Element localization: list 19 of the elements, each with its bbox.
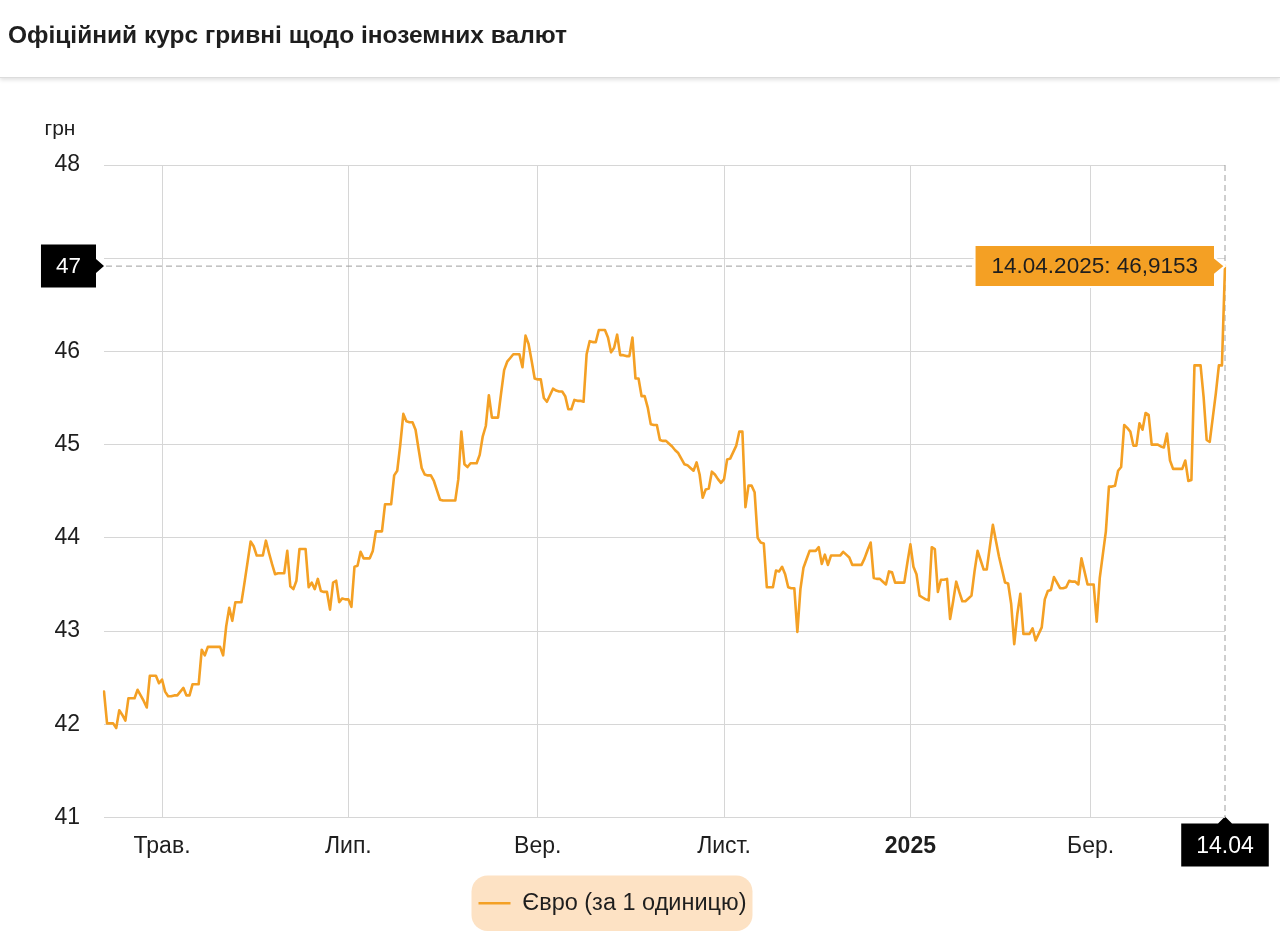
y-tick-label: 46 [54,336,80,363]
y-tick-label: 41 [54,802,80,829]
y-tick-label: 42 [54,709,80,736]
y-axis-title: грн [44,115,76,139]
annotation: 14.04.2025: 46,9153 [991,253,1198,279]
y-tick-label: 45 [54,429,80,456]
x-tick-label: Бер. [1067,831,1115,858]
x-tick-label: 2025 [884,831,937,858]
x-tick-label: Вер. [514,831,562,858]
legend-label: Євро (за 1 одиницю) [522,888,747,915]
x-tick-label: Лист. [697,831,751,858]
x-tick-label: 14.04 [1196,831,1254,858]
y-tick-label: 48 [54,150,80,177]
y-tick-label: 43 [54,616,80,643]
ref-line-label: 47 [55,253,81,279]
y-tick-label: 44 [54,523,81,550]
chart-title: Офіційний курс гривні щодо іноземних валют [8,21,568,49]
x-tick-label: Трав. [133,831,191,858]
x-tick-label: Лип. [324,831,372,858]
